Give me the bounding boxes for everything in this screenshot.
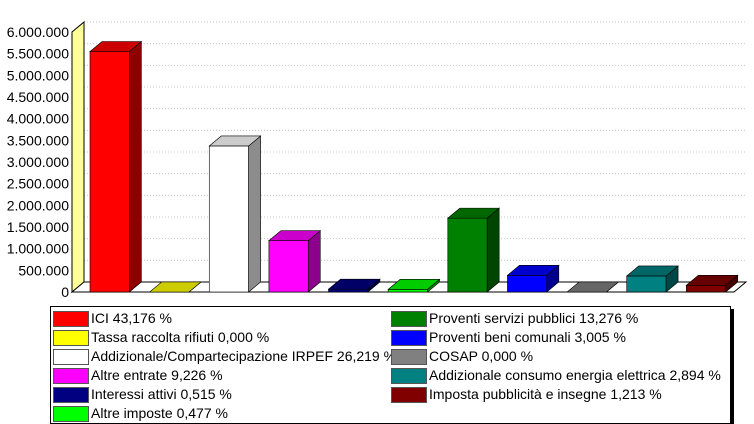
bar-top <box>446 207 501 219</box>
legend-swatch <box>53 310 89 327</box>
bar-front <box>387 289 428 293</box>
bar-top <box>566 281 620 293</box>
axis-side-wall <box>71 20 85 294</box>
bar-top <box>268 230 322 241</box>
legend-label: Interessi attivi 0,515 % <box>91 386 232 402</box>
legend-item: Addizionale/Compartecipazione IRPEF 26,2… <box>53 347 396 366</box>
bars <box>89 40 739 293</box>
bar-top <box>625 265 679 277</box>
legend-swatch <box>391 329 427 346</box>
legend-swatch <box>391 348 427 365</box>
bar-top <box>387 279 441 290</box>
legend-label: Altre imposte 0,477 % <box>91 405 228 421</box>
bar-top <box>327 278 381 290</box>
legend-label: COSAP 0,000 % <box>429 348 534 364</box>
bar-top <box>148 281 202 293</box>
bar <box>387 278 441 293</box>
legend-item: Interessi attivi 0,515 % <box>53 385 232 404</box>
bar-top <box>89 41 143 52</box>
bar-front <box>268 240 309 293</box>
y-tick-label: 4.000.000 <box>7 111 69 127</box>
legend-item: Altre imposte 0,477 % <box>53 404 228 423</box>
bar-front <box>328 288 369 293</box>
y-tick-label: 500.000 <box>18 262 69 278</box>
bar <box>506 264 560 293</box>
bar-front <box>507 275 548 293</box>
legend-item: Proventi beni comunali 3,005 % <box>391 328 626 347</box>
legend-swatch <box>53 329 89 346</box>
bar-top <box>208 135 262 147</box>
legend-item: Imposta pubblicità e insegne 1,213 % <box>391 385 662 404</box>
bar-front <box>626 275 667 293</box>
y-tick-label: 0 <box>61 284 69 300</box>
bar-side <box>129 40 142 293</box>
legend-item: ICI 43,176 % <box>53 309 172 328</box>
legend-swatch <box>53 348 89 365</box>
legend-swatch <box>53 405 89 422</box>
bar <box>268 230 322 293</box>
bar-front <box>447 217 488 293</box>
bar-front <box>89 51 130 293</box>
bar-top <box>685 274 739 286</box>
bar <box>446 207 501 293</box>
bar-chart: 0 500.000 1.000.000 1.500.000 2.000.000 2.500… <box>7 20 748 300</box>
legend-swatch <box>53 367 89 384</box>
legend-label: Proventi servizi pubblici 13,276 % <box>429 310 639 326</box>
legend-swatch <box>391 367 427 384</box>
bar <box>685 274 739 293</box>
legend-label: Proventi beni comunali 3,005 % <box>429 329 626 345</box>
y-tick-label: 4.500.000 <box>7 89 69 105</box>
bar-front <box>208 145 249 293</box>
bar-top <box>506 265 560 276</box>
y-tick-label: 3.500.000 <box>7 132 69 148</box>
bar <box>327 278 381 293</box>
y-tick-label: 3.000.000 <box>7 154 69 170</box>
legend-item: Proventi servizi pubblici 13,276 % <box>391 309 638 328</box>
y-tick-label: 5.500.000 <box>7 46 69 62</box>
axis-wall <box>70 20 748 294</box>
legend-label: Imposta pubblicità e insegne 1,213 % <box>429 386 662 402</box>
bar-front <box>686 284 727 293</box>
y-tick-label: 2.500.000 <box>7 176 69 192</box>
grid-layer <box>84 21 746 261</box>
bar-side <box>248 135 261 293</box>
y-tick-label: 5.000.000 <box>7 67 69 83</box>
legend-item: Addizionale consumo energia elettrica 2,… <box>391 366 721 385</box>
legend-label: Tassa raccolta rifiuti 0,000 % <box>91 329 270 345</box>
bar <box>208 135 262 293</box>
legend-swatch <box>391 386 427 403</box>
bar-side <box>307 230 321 293</box>
bar <box>89 40 143 293</box>
bar-side <box>486 207 500 293</box>
y-tick-label: 1.000.000 <box>7 241 69 257</box>
bar <box>566 281 620 293</box>
bar <box>625 265 679 293</box>
legend-swatch <box>53 386 89 403</box>
legend-swatch <box>391 310 427 327</box>
legend-label: Addizionale consumo energia elettrica 2,… <box>429 367 721 383</box>
legend: ICI 43,176 % Proventi servizi pubblici 13… <box>50 306 731 424</box>
y-tick-label: 1.500.000 <box>7 219 69 235</box>
y-axis-ticks: 0 500.000 1.000.000 1.500.000 2.000.000 2.500… <box>7 24 70 300</box>
legend-item: COSAP 0,000 % <box>391 347 533 366</box>
legend-item: Tassa raccolta rifiuti 0,000 % <box>53 328 269 347</box>
legend-label: ICI 43,176 % <box>91 310 172 326</box>
legend-label: Addizionale/Compartecipazione IRPEF 26,2… <box>91 348 397 364</box>
bar <box>148 281 202 293</box>
legend-label: Altre entrate 9,226 % <box>91 367 223 383</box>
y-tick-label: 6.000.000 <box>7 24 69 40</box>
legend-item: Altre entrate 9,226 % <box>53 366 223 385</box>
y-tick-label: 2.000.000 <box>7 197 69 213</box>
